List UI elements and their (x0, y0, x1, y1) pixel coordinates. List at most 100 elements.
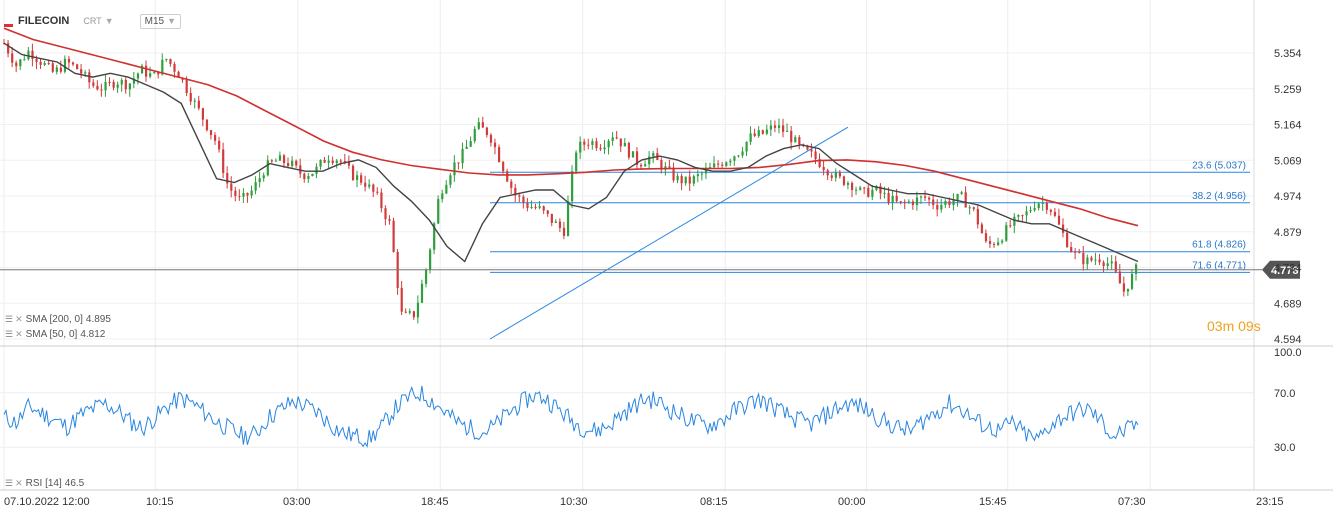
candle-body (684, 176, 687, 184)
symbol-dropdown-icon[interactable]: ▼ (104, 16, 114, 26)
fib-level-label: 23.6 (5.037) (1192, 160, 1246, 171)
price-tick-label: 4.974 (1274, 191, 1302, 203)
candle-body (116, 84, 119, 88)
candle-body (936, 205, 939, 210)
countdown-sec-unit: s (1253, 318, 1261, 334)
settings-icon[interactable]: ☰ (5, 314, 14, 324)
candle-body (615, 137, 618, 139)
candle-body (197, 100, 200, 109)
candle-body (1070, 246, 1073, 252)
candle-body (465, 146, 468, 149)
candle-body (579, 141, 582, 153)
candle-body (842, 176, 846, 185)
close-icon[interactable]: ✕ (15, 329, 23, 339)
rsi-panel (0, 385, 1254, 448)
candle-body (230, 183, 233, 191)
candle-body (315, 166, 318, 174)
candle-body (1130, 273, 1134, 289)
candle-body (339, 160, 342, 162)
candle-body (530, 206, 533, 209)
price-tick-label: 5.164 (1274, 120, 1302, 132)
timeframe-selector[interactable]: M15 ▼ (139, 13, 181, 29)
candle-body (165, 59, 168, 61)
fibonacci-retracement: 23.6 (5.037) 38.2 (4.956) 61.8 (4.826) 71.6… (490, 160, 1250, 273)
candle-body (635, 151, 639, 165)
candle-body (481, 122, 484, 128)
candle-body (1118, 271, 1121, 284)
candle-body (19, 59, 22, 67)
candle-body (80, 69, 83, 74)
candle-body (319, 160, 322, 167)
candle-body (108, 81, 111, 83)
time-tick-label: 08:15 (700, 496, 728, 508)
candle-body (948, 201, 951, 205)
candle-body (234, 190, 237, 197)
candle-body (441, 193, 444, 200)
candle-body (875, 186, 878, 190)
candle-body (660, 160, 663, 170)
candle-body (1135, 264, 1138, 274)
countdown-minutes: 03 (1207, 318, 1223, 334)
candle-body (254, 182, 257, 191)
candle-body (895, 195, 898, 202)
candle-body (773, 125, 777, 128)
candle-body (1082, 252, 1085, 265)
candle-body (997, 242, 1000, 246)
rsi-value: 46.5 (64, 478, 85, 489)
candle-body (1037, 203, 1040, 209)
candle-body (1114, 261, 1117, 272)
candle-body (960, 192, 963, 194)
candle-body (575, 152, 578, 172)
close-icon[interactable]: ✕ (15, 478, 23, 488)
candle-body (765, 129, 768, 134)
candle-body (757, 130, 760, 136)
candle-body (713, 163, 716, 168)
candle-body (222, 149, 225, 174)
symbol-type: CRT (83, 16, 102, 26)
candle-body (526, 202, 529, 209)
candle-body (627, 142, 631, 158)
symbol-name[interactable]: FILECOIN (18, 15, 70, 27)
rsi-tick-label: 100.0 (1274, 347, 1302, 359)
candle-body (424, 269, 428, 284)
close-icon[interactable]: ✕ (15, 314, 23, 324)
candle-body (514, 187, 517, 196)
candle-body (814, 151, 817, 160)
candle-body (145, 65, 148, 77)
candle-body (749, 133, 752, 142)
indicator-rsi: ☰ ✕ RSI [14] 46.5 (5, 478, 84, 489)
price-tick-label: 4.879 (1274, 227, 1302, 239)
candle-body (619, 138, 622, 147)
candle-body (489, 135, 493, 143)
candle-body (944, 201, 947, 205)
candle-body (27, 50, 30, 60)
candle-body (287, 163, 290, 167)
candle-body (648, 156, 651, 165)
candle-body (692, 176, 695, 184)
candle-body (591, 141, 594, 146)
candle-body (43, 63, 46, 65)
candle-body (209, 130, 213, 136)
candle-body (1045, 202, 1048, 210)
candle-body (968, 207, 971, 209)
settings-icon[interactable]: ☰ (5, 329, 14, 339)
candle-body (149, 73, 152, 77)
candle-body (599, 148, 602, 150)
candle-body (676, 175, 679, 181)
candle-body (1009, 225, 1012, 227)
candle-body (928, 197, 931, 200)
sma50-label: SMA [50, 0] (25, 329, 78, 340)
candle-body (193, 100, 196, 102)
candle-body (883, 192, 886, 194)
candle-body (493, 142, 497, 148)
candle-body (976, 208, 979, 225)
time-tick-label: 10:30 (560, 496, 588, 508)
candle-body (51, 63, 54, 72)
settings-icon[interactable]: ☰ (5, 478, 14, 488)
candle-body (903, 201, 906, 203)
candle-body (88, 72, 91, 83)
candle-body (1025, 211, 1028, 216)
candle-body (838, 172, 842, 177)
candle-body (518, 195, 521, 197)
candle-body (347, 161, 351, 166)
